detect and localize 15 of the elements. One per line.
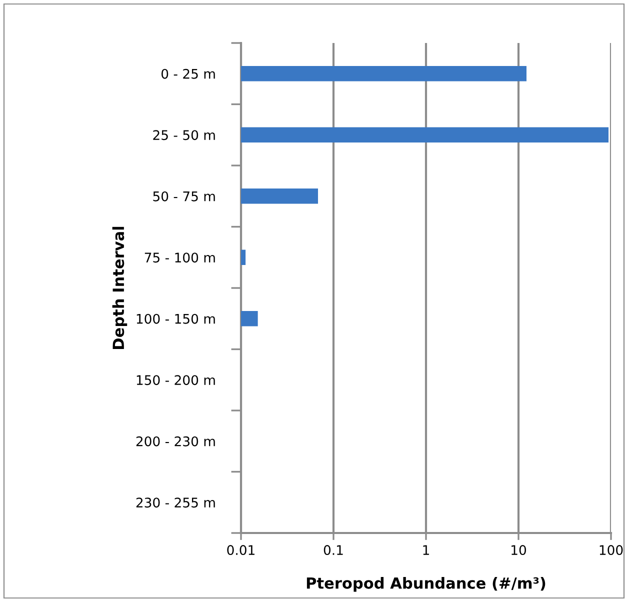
x-axis-title: Pteropod Abundance (#/m³) (306, 577, 546, 592)
x-tick-label: 0.1 (324, 545, 343, 556)
y-tick-label: 50 - 75 m (153, 191, 215, 202)
x-tick-label: 1 (423, 545, 429, 555)
y-tick-label: 100 - 150 m (136, 314, 215, 324)
y-tick-label: 200 - 230 m (136, 436, 215, 446)
x-tick-label: 10 (512, 545, 526, 556)
y-tick-label: 230 - 255 m (136, 498, 215, 508)
x-tick-label: 100 (600, 545, 623, 556)
y-tick-label: 75 - 100 m (144, 252, 215, 263)
y-tick-label: 25 - 50 m (153, 130, 215, 140)
y-axis-title: Depth Interval (112, 226, 128, 349)
y-tick-label: 0 - 25 m (161, 68, 215, 79)
x-tick-label: 0.01 (227, 545, 254, 556)
y-tick-label: 150 - 200 m (136, 375, 215, 386)
